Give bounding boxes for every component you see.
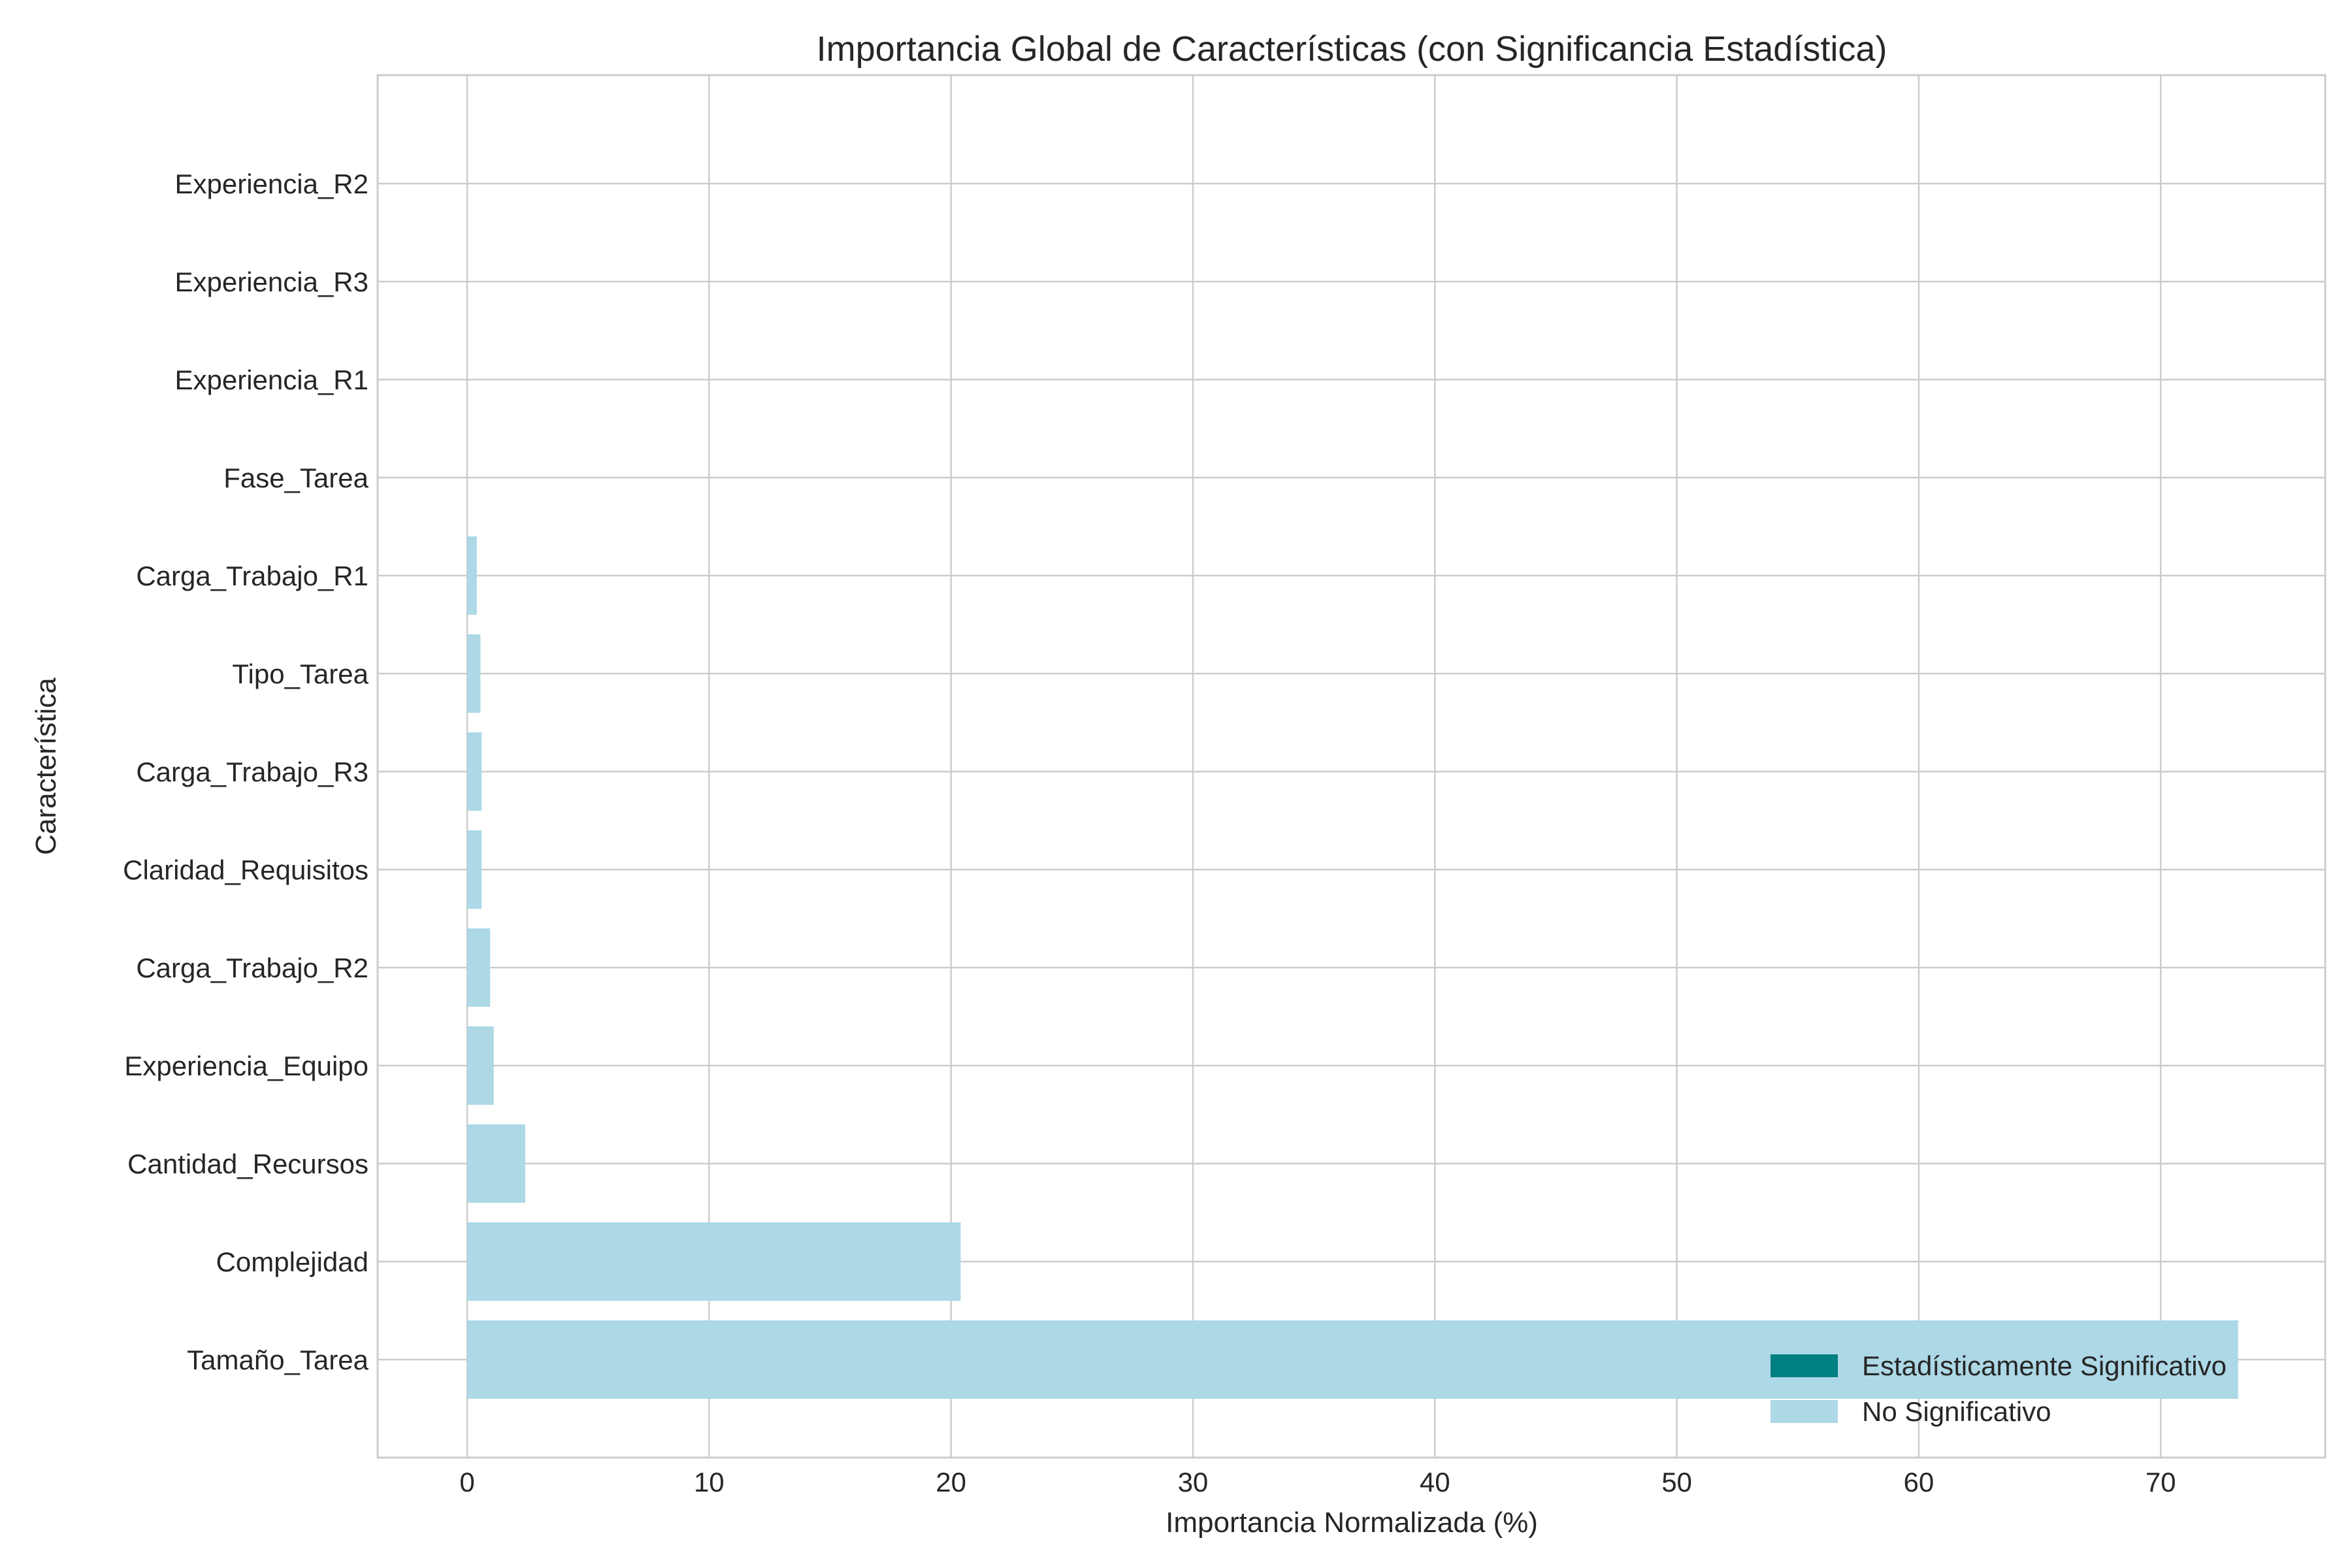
- bars: [467, 536, 2238, 1399]
- bar-7: [467, 634, 481, 713]
- x-tick-label-3: 30: [1178, 1467, 1209, 1497]
- x-tick-label-0: 0: [459, 1467, 474, 1497]
- legend: Estadísticamente Significativo No Signifi…: [1771, 1350, 2227, 1427]
- x-tick-label-4: 40: [1420, 1467, 1450, 1497]
- y-tick-label-3: Experiencia_Equipo: [124, 1051, 368, 1081]
- y-tick-label-10: Experiencia_R1: [174, 365, 368, 395]
- x-tick-label-5: 50: [1661, 1467, 1692, 1497]
- plot-area: [376, 74, 2327, 1459]
- legend-label-1: No Significativo: [1862, 1396, 2051, 1427]
- bar-5: [467, 830, 482, 909]
- bar-8: [467, 536, 477, 615]
- y-axis-label: Característica: [30, 678, 62, 855]
- y-tick-label-11: Experiencia_R3: [174, 267, 368, 297]
- bar-2: [467, 1124, 525, 1203]
- bar-0: [467, 1320, 2238, 1399]
- y-tick-label-9: Fase_Tarea: [223, 463, 368, 493]
- y-tick-label-0: Tamaño_Tarea: [187, 1345, 368, 1375]
- x-tick-label-2: 20: [936, 1467, 966, 1497]
- bar-3: [467, 1026, 494, 1105]
- x-tick-label-1: 10: [694, 1467, 725, 1497]
- x-tick-label-7: 70: [2146, 1467, 2176, 1497]
- legend-swatch-1: [1771, 1400, 1838, 1423]
- legend-swatch-0: [1771, 1354, 1838, 1377]
- x-tick-labels: 0 10 20 30 40 50 60 70: [459, 1467, 2176, 1497]
- y-tick-label-4: Carga_Trabajo_R2: [136, 953, 368, 983]
- y-tick-label-6: Carga_Trabajo_R3: [136, 757, 368, 787]
- chart-title: Importancia Global de Características (c…: [817, 29, 1887, 69]
- y-tick-label-8: Carga_Trabajo_R1: [136, 561, 368, 591]
- y-tick-labels: Tamaño_Tarea Complejidad Cantidad_Recursos…: [123, 169, 369, 1375]
- bar-6: [467, 732, 482, 811]
- bar-1: [467, 1222, 961, 1301]
- legend-label-0: Estadísticamente Significativo: [1862, 1350, 2227, 1381]
- x-tick-label-6: 60: [1904, 1467, 1935, 1497]
- y-tick-label-12: Experiencia_R2: [174, 169, 368, 199]
- x-axis-label: Importancia Normalizada (%): [1166, 1507, 1538, 1539]
- y-tick-label-1: Complejidad: [216, 1247, 368, 1277]
- y-tick-label-2: Cantidad_Recursos: [127, 1149, 368, 1179]
- y-tick-label-7: Tipo_Tarea: [232, 659, 368, 689]
- bar-4: [467, 928, 491, 1007]
- y-tick-label-5: Claridad_Requisitos: [123, 855, 368, 885]
